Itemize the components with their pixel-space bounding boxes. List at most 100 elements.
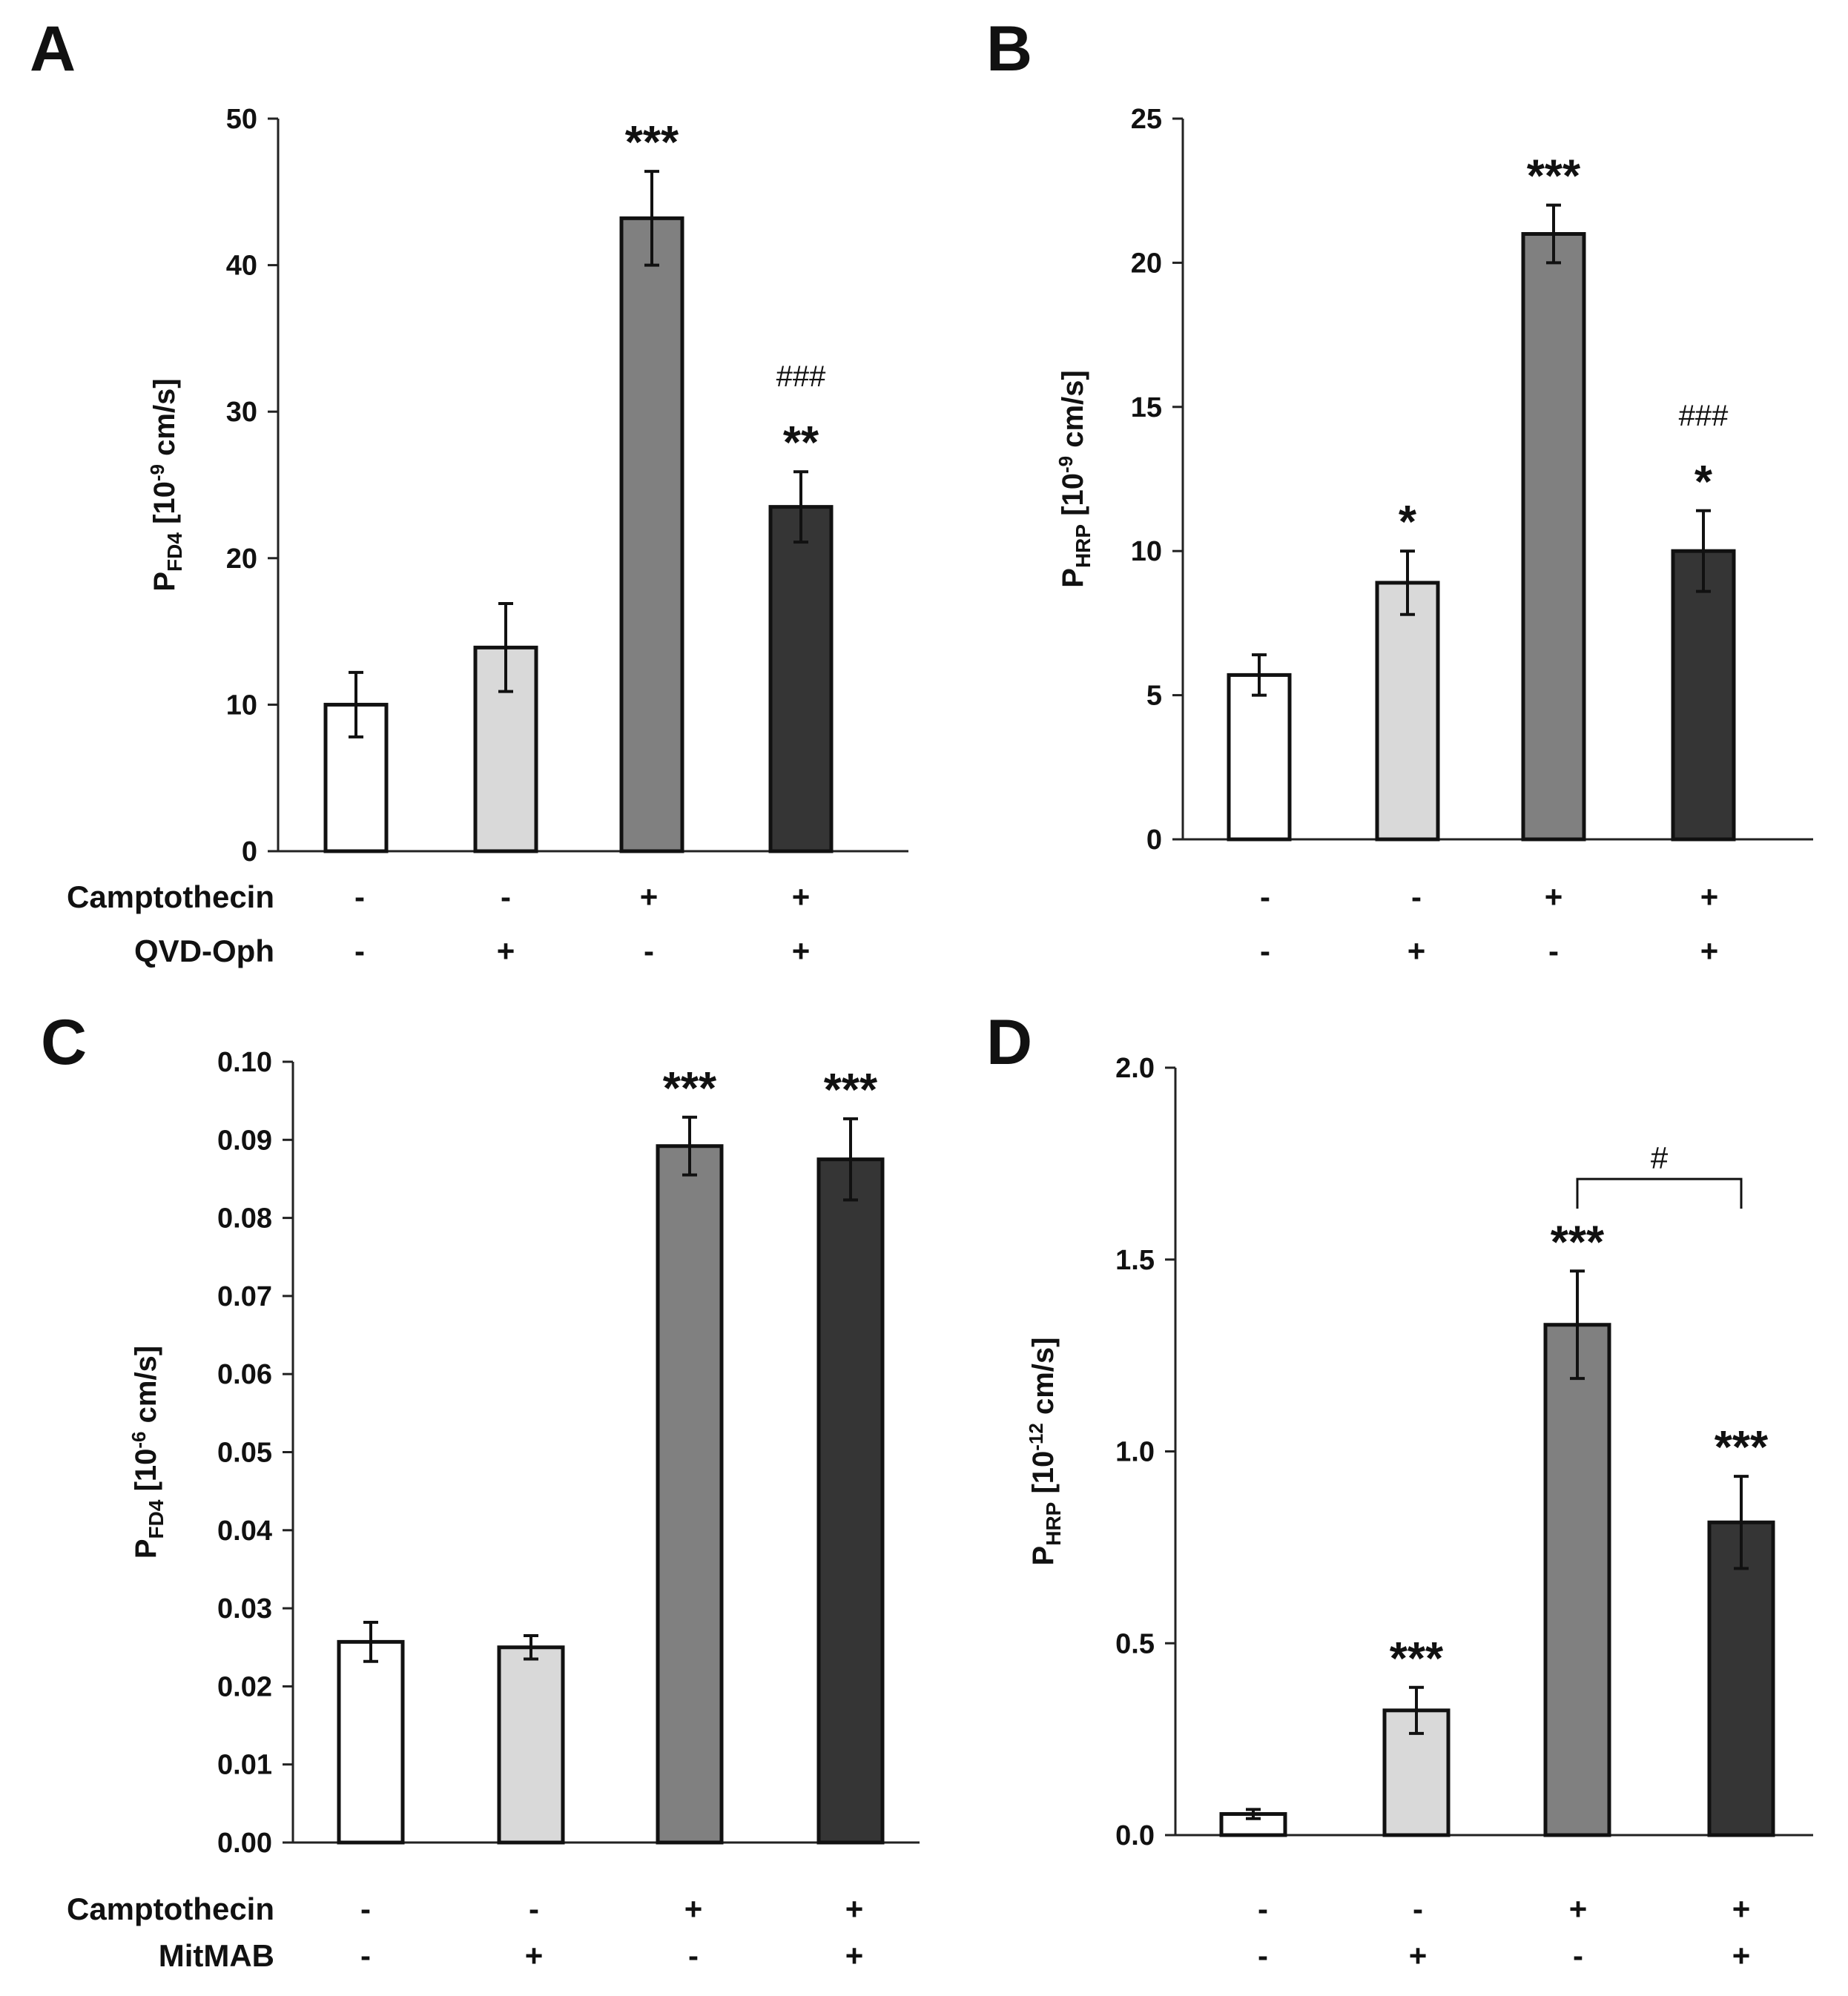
y-tick-label: 1.5 [1115, 1245, 1155, 1276]
y-tick-label: 25 [1131, 104, 1162, 135]
treatment-sign: + [1732, 1938, 1751, 1973]
bar [1227, 673, 1292, 842]
y-tick-label: 15 [1131, 392, 1162, 423]
significance-marker: *** [1527, 151, 1581, 202]
treatment-sign: + [1569, 1891, 1588, 1926]
significance-marker: *** [1551, 1217, 1605, 1268]
y-axis-label-part: P [1027, 1546, 1060, 1566]
y-axis-label-part: -9 [1055, 456, 1077, 473]
y-tick-label: 0.01 [217, 1750, 272, 1781]
significance-marker: *** [1390, 1633, 1444, 1685]
y-axis-label-part: P [1057, 568, 1089, 588]
y-axis-label-part: P [148, 572, 181, 592]
y-tick-label: 30 [226, 397, 257, 428]
bar [1543, 1323, 1611, 1837]
y-tick-label: 1.0 [1115, 1437, 1155, 1468]
bar [337, 1639, 405, 1845]
significance-marker: * [1399, 497, 1417, 548]
y-tick-label: 20 [226, 543, 257, 575]
treatment-sign: - [1573, 1938, 1583, 1973]
panel-D: D 0.0 0.5 1.0 1.5 2.0 PHRP [10-12 cm/s] *** *** *… [986, 1007, 1813, 1973]
y-axis-label-part: cm/s] [148, 378, 181, 464]
bar [768, 505, 834, 853]
treatment-sign: + [792, 933, 811, 968]
y-axis-label-part: -9 [146, 464, 168, 481]
y-tick-label: 0.0 [1115, 1820, 1155, 1851]
y-tick-label: 0.00 [217, 1828, 272, 1859]
panel-C: C 0.00 0.01 0.02 0.03 0.04 0.05 0.06 0.07 0.08 0.0… [41, 1007, 920, 1973]
significance-marker: *** [663, 1063, 717, 1114]
significance-marker: * [1694, 457, 1713, 508]
bar [497, 1645, 565, 1845]
treatment-sign: + [1732, 1891, 1751, 1926]
treatment-sign: - [529, 1891, 539, 1926]
treatment-sign: + [845, 1891, 864, 1926]
treatment-sign: + [845, 1938, 864, 1973]
y-axis-label-part: HRP [1042, 1502, 1065, 1546]
treatment-label: MitMAB [159, 1938, 274, 1973]
treatment-sign: - [501, 879, 511, 914]
comparison-bracket [1576, 1177, 1743, 1209]
y-axis-label-part: -6 [128, 1431, 150, 1448]
treatment-sign: - [1258, 1891, 1268, 1926]
panel-letter: B [986, 13, 1032, 85]
treatment-sign: + [1409, 1938, 1428, 1973]
bracket-label: # [1651, 1140, 1669, 1175]
panel-letter: D [986, 1007, 1032, 1078]
panel-letter: A [30, 13, 76, 85]
bar [1521, 232, 1586, 842]
significance-marker: *** [1715, 1422, 1769, 1473]
significance-marker: *** [625, 117, 679, 168]
y-tick-label: 0.05 [217, 1438, 272, 1469]
y-axis-label-part: -12 [1025, 1423, 1047, 1451]
y-axis-label-part: [10 [1027, 1451, 1060, 1502]
y-tick-label: 0.10 [217, 1047, 272, 1078]
bar [656, 1144, 724, 1845]
treatment-sign: + [1408, 933, 1426, 968]
y-tick-label: 50 [226, 104, 257, 135]
y-tick-label: 0.06 [217, 1359, 272, 1390]
y-tick-label: 10 [226, 690, 257, 721]
y-tick-label: 0.02 [217, 1671, 272, 1702]
treatment-sign: - [354, 933, 365, 968]
y-tick-label: 2.0 [1115, 1053, 1155, 1084]
y-axis-label: PFD4 [10-6 cm/s] [128, 1346, 168, 1559]
bar [1375, 581, 1440, 842]
y-tick-label: 40 [226, 251, 257, 282]
y-axis-label-part: [10 [148, 481, 181, 532]
treatment-sign: - [360, 1938, 371, 1973]
treatment-sign: - [644, 933, 654, 968]
bar [1671, 549, 1736, 842]
y-axis-label-part: FD4 [163, 532, 186, 572]
treatment-label: Camptothecin [67, 879, 274, 914]
treatment-label: QVD-Oph [134, 933, 274, 968]
panel-letter: C [41, 1007, 87, 1078]
comparison-marker: ### [776, 360, 826, 393]
y-axis-label-part: cm/s] [1057, 370, 1089, 456]
significance-marker: *** [824, 1065, 878, 1116]
significance-marker: ** [783, 417, 819, 469]
y-axis-label-part: [10 [130, 1449, 162, 1500]
y-axis-label: PHRP [10-9 cm/s] [1055, 370, 1095, 587]
y-tick-label: 0.09 [217, 1125, 272, 1156]
bar [619, 216, 684, 853]
y-tick-label: 10 [1131, 536, 1162, 567]
treatment-sign: + [497, 933, 515, 968]
treatment-sign: - [1411, 879, 1422, 914]
y-tick-label: 20 [1131, 248, 1162, 279]
y-axis-label-part: P [130, 1539, 162, 1559]
y-tick-label: 0.07 [217, 1281, 272, 1312]
treatment-sign: - [354, 879, 365, 914]
treatment-sign: + [640, 879, 659, 914]
bar [816, 1157, 885, 1845]
y-axis-label-part: cm/s] [130, 1346, 162, 1432]
y-axis-label-part: [10 [1057, 473, 1089, 524]
y-tick-label: 5 [1146, 681, 1162, 712]
y-tick-label: 0.5 [1115, 1628, 1155, 1659]
treatment-sign: - [1413, 1891, 1423, 1926]
y-axis-label: PFD4 [10-9 cm/s] [146, 378, 186, 591]
y-axis-label: PHRP [10-12 cm/s] [1025, 1338, 1065, 1566]
